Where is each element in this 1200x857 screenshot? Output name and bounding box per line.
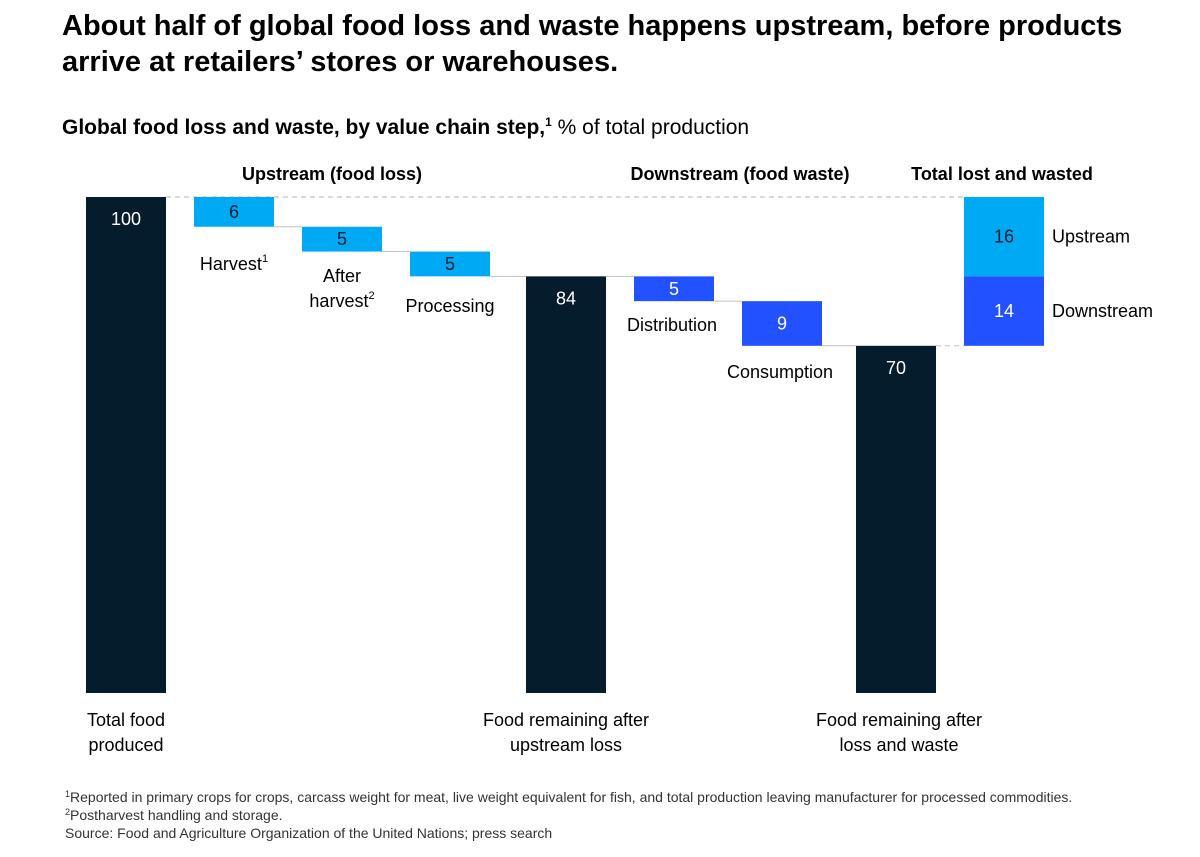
stacked-value-label: 16 [994,227,1014,247]
total-bar [86,197,166,693]
upstream-loss-bar [410,251,490,277]
stacked-legend-label: Downstream [1052,301,1153,321]
stacked-upstream-segment [964,197,1044,277]
total-bar [856,345,936,693]
step-label: Harvest1 [200,253,268,274]
step-label: Consumption [727,362,833,382]
bar-value-label: 9 [777,313,787,333]
stacked-legend-label: Upstream [1052,227,1130,247]
step-label: Processing [405,296,494,316]
footnote-1: 1Reported in primary crops for crops, ca… [65,789,1073,805]
footnotes: 1Reported in primary crops for crops, ca… [65,788,1175,842]
bar-value-label: 100 [111,209,141,229]
subtitle-unit: % of total production [557,116,750,139]
footnote-2: 2Postharvest handling and storage. [65,807,283,823]
total-bar [526,276,606,693]
group-label: Total lost and wasted [911,164,1093,184]
step-label: Total food produced [87,710,165,755]
subtitle-main: Global food loss and waste, by value cha… [62,116,546,139]
stacked-downstream-segment [964,276,1044,346]
bar-value-label: 5 [669,279,679,299]
chart-subtitle: Global food loss and waste, by value cha… [62,113,749,143]
upstream-loss-bar [194,197,274,227]
subtitle-footnote-marker: 1 [545,115,552,129]
step-label: After harvest2 [309,266,374,311]
stacked-value-label: 14 [994,301,1014,321]
source-note: Source: Food and Agriculture Organizatio… [65,825,553,841]
step-label: Distribution [627,315,717,335]
bar-value-label: 5 [337,229,347,249]
bar-value-label: 6 [229,202,239,222]
waterfall-chart: Upstream (food loss) Downstream (food was… [86,164,1153,755]
bar-value-label: 84 [556,288,576,308]
downstream-loss-bar [634,276,714,302]
upstream-loss-bar [302,226,382,252]
step-label: Food remaining after upstream loss [483,710,649,755]
bar-value-label: 70 [886,358,906,378]
group-label: Downstream (food waste) [630,164,849,184]
chart-headline: About half of global food loss and waste… [62,10,1123,78]
group-label: Upstream (food loss) [242,164,422,184]
step-label: Food remaining after loss and waste [816,710,982,755]
downstream-loss-bar [742,301,822,346]
bar-value-label: 5 [445,254,455,274]
